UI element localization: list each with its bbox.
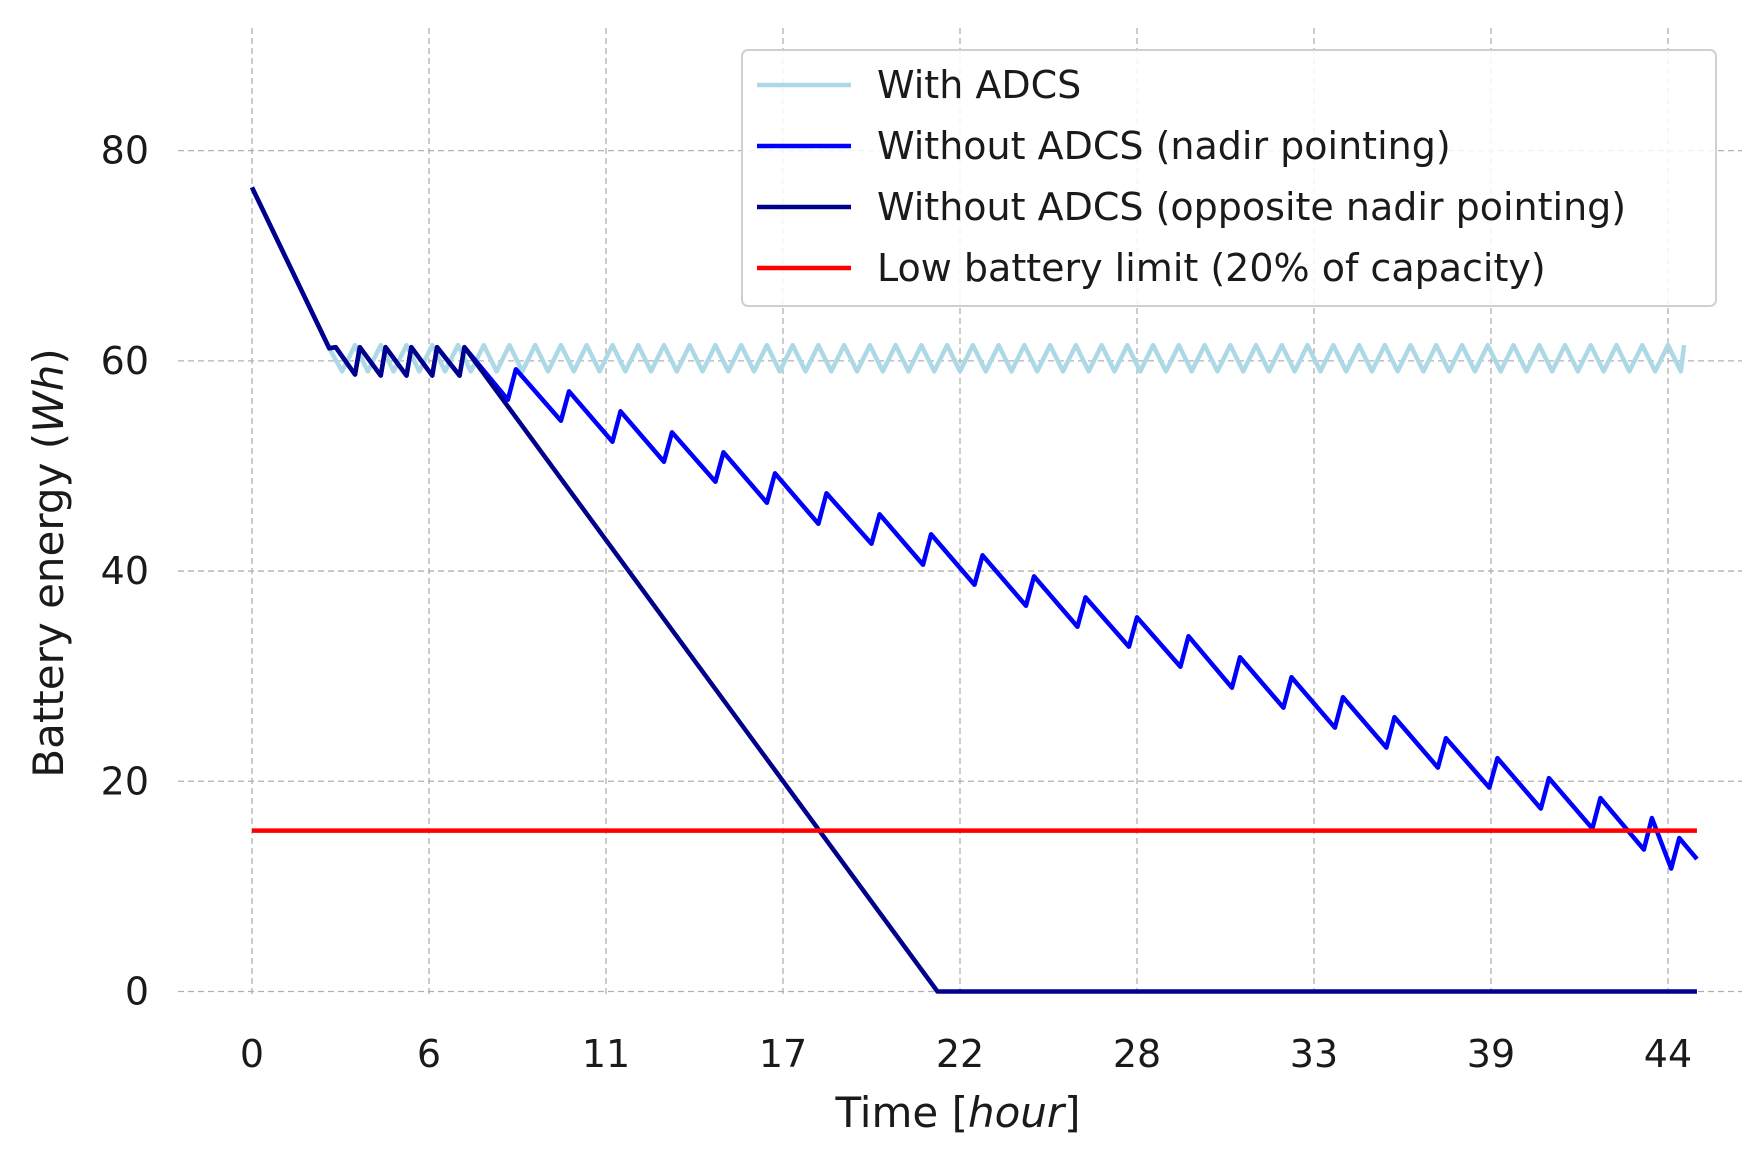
x-tick-label: 33 — [1290, 1032, 1338, 1076]
series-line-without-adcs-opposite-nadir-pointing — [249, 186, 1697, 994]
legend: With ADCS Without ADCS (nadir pointing) Wi… — [741, 49, 1717, 307]
x-tick-label: 39 — [1467, 1032, 1515, 1076]
y-axis-ticks: 0 20 40 60 80 — [101, 129, 149, 1014]
x-tick-label: 11 — [582, 1032, 630, 1076]
legend-label: Without ADCS (nadir pointing) — [877, 124, 1451, 168]
series-line-with-adcs — [249, 186, 1687, 374]
y-tick-label: 60 — [101, 339, 149, 383]
x-tick-label: 28 — [1113, 1032, 1161, 1076]
x-tick-label: 17 — [759, 1032, 807, 1076]
legend-label: With ADCS — [877, 63, 1081, 107]
y-axis-label: Battery energy (Wh) — [24, 348, 73, 777]
x-tick-label: 44 — [1644, 1032, 1692, 1076]
legend-label: Without ADCS (opposite nadir pointing) — [877, 185, 1626, 229]
x-tick-label: 6 — [417, 1032, 441, 1076]
x-axis-label: Time [hour] — [834, 1088, 1080, 1137]
y-tick-label: 0 — [125, 969, 149, 1013]
legend-box — [741, 49, 1717, 307]
y-tick-label: 40 — [101, 549, 149, 593]
plot-series — [249, 186, 1699, 994]
legend-label: Low battery limit (20% of capacity) — [877, 246, 1546, 290]
y-tick-label: 20 — [101, 759, 149, 803]
legend-items: With ADCS Without ADCS (nadir pointing) Wi… — [757, 63, 1626, 290]
x-tick-label: 22 — [936, 1032, 984, 1076]
y-tick-label: 80 — [101, 129, 149, 173]
x-tick-label: 0 — [240, 1032, 264, 1076]
x-axis-ticks: 0 6 11 17 22 28 33 39 44 — [240, 1032, 1692, 1076]
